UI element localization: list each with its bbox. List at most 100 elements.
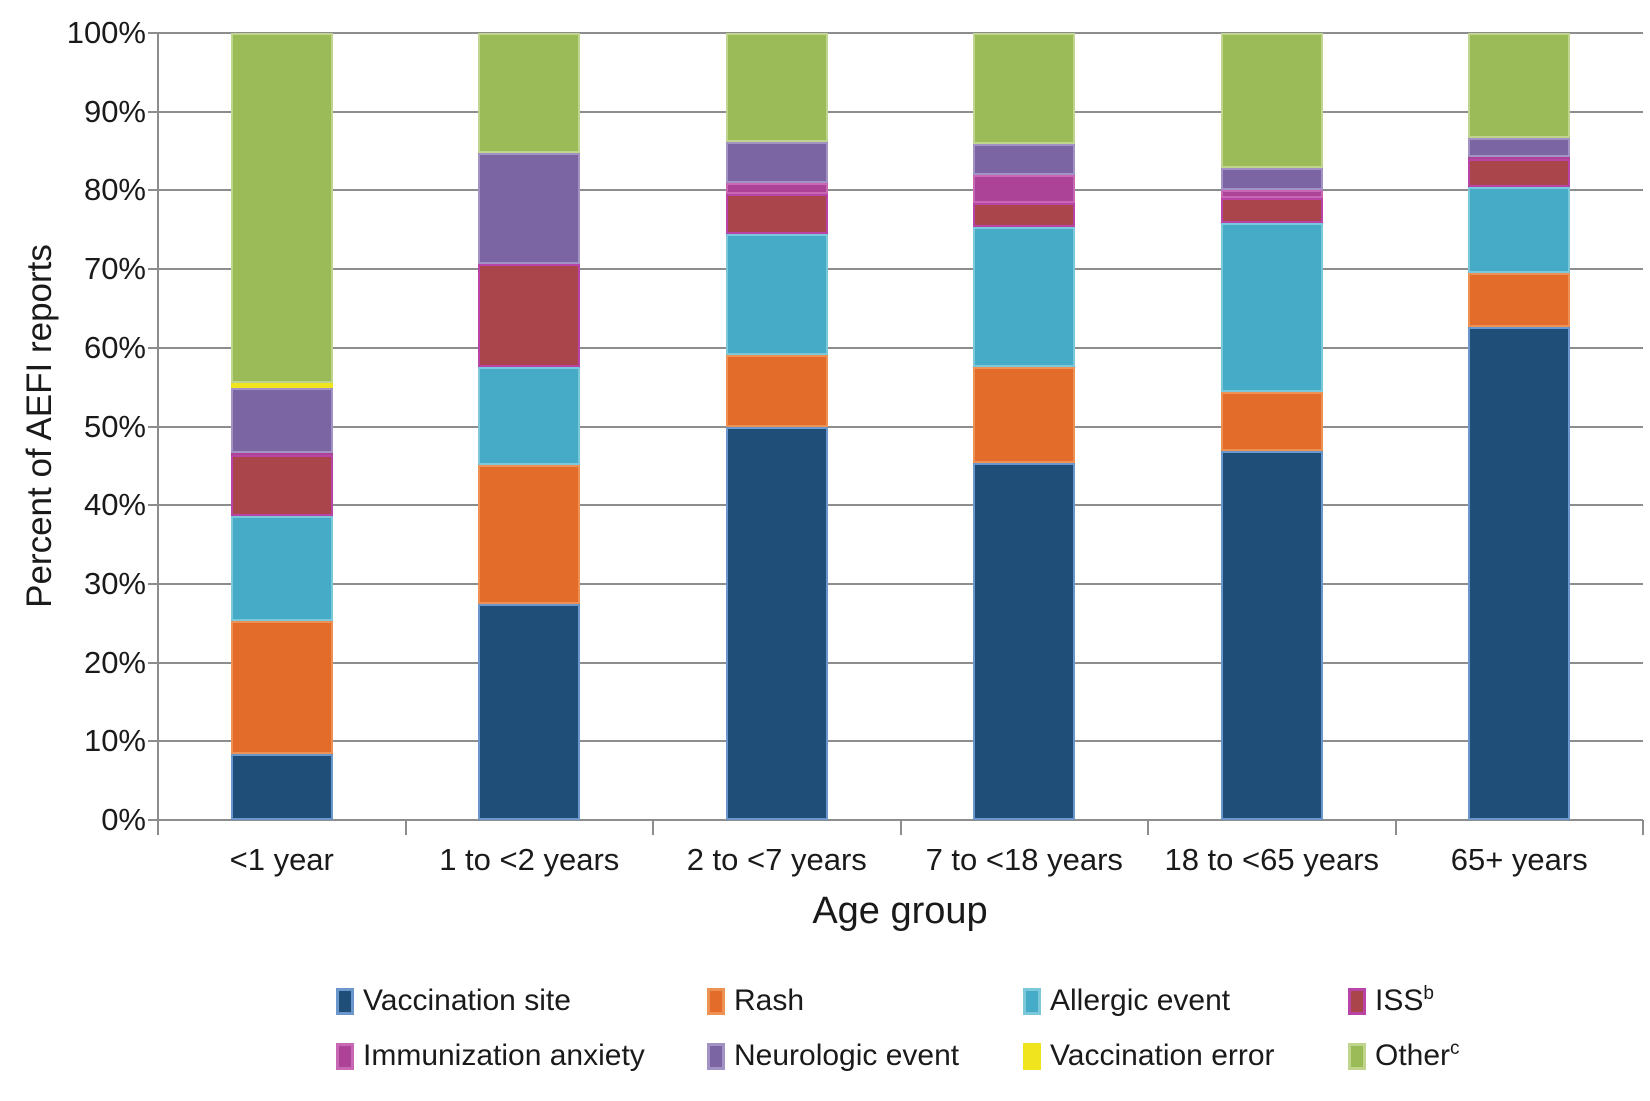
y-axis-tick xyxy=(148,740,158,743)
y-axis-tick xyxy=(148,661,158,664)
gridline xyxy=(158,32,1643,34)
bar-segment-iss xyxy=(725,194,828,234)
bar-segment-neurologic-event xyxy=(973,143,1076,175)
y-tick-label: 20% xyxy=(83,644,146,680)
bar-segment-iss xyxy=(1220,198,1323,224)
bar-segment-vaccination-site xyxy=(1468,326,1571,820)
y-axis-tick xyxy=(148,504,158,507)
legend-swatch-vaccination-site-icon xyxy=(336,987,354,1015)
gridline xyxy=(158,268,1643,271)
legend-swatch-immunization-anxiety-icon xyxy=(336,1042,354,1070)
bar-segment-immunization-anxiety xyxy=(725,182,828,195)
bar-segment-immunization-anxiety xyxy=(230,453,333,455)
legend-item-rash: Rash xyxy=(707,984,804,1018)
bar-segment-vaccination-site xyxy=(1220,450,1323,820)
y-tick-label: 70% xyxy=(83,251,146,287)
legend-swatch-allergic-event-icon xyxy=(1023,987,1041,1015)
legend-label: Neurologic event xyxy=(734,1039,960,1072)
gridline xyxy=(158,346,1643,349)
bar-segment-neurologic-event xyxy=(1468,137,1571,157)
bar-segment-rash xyxy=(973,367,1076,463)
gridline xyxy=(158,189,1643,192)
y-axis-tick xyxy=(148,819,158,821)
legend-swatch-neurologic-event-icon xyxy=(707,1042,725,1070)
legend-item-immunization-anxiety: Immunization anxiety xyxy=(336,1039,645,1073)
bar-segment-vaccination-site xyxy=(478,603,581,820)
bar-segment-neurologic-event xyxy=(230,387,333,454)
bar-segment-iss xyxy=(478,263,581,368)
bar-segment-rash xyxy=(478,465,581,604)
x-tick-label: 18 to <65 years xyxy=(1164,842,1380,877)
y-axis-line xyxy=(157,33,159,820)
y-axis-tick xyxy=(148,110,158,113)
y-tick-label: 90% xyxy=(83,93,146,129)
bar-segment-immunization-anxiety xyxy=(973,174,1076,203)
y-axis-tick xyxy=(148,346,158,349)
y-axis-tick xyxy=(148,582,158,585)
legend-label: ISSb xyxy=(1375,983,1434,1017)
bar-segment-neurologic-event xyxy=(1220,167,1323,190)
gridline xyxy=(158,425,1643,428)
y-tick-label: 30% xyxy=(83,565,146,601)
bar-segment-other xyxy=(478,33,581,153)
legend-item-other: Otherc xyxy=(1348,1039,1460,1073)
x-axis-tick xyxy=(652,820,654,835)
x-tick-label: 7 to <18 years xyxy=(925,842,1123,877)
bar-segment-other xyxy=(725,33,828,143)
x-axis-tick xyxy=(1394,820,1397,835)
bar-segment-iss xyxy=(1468,158,1571,188)
y-axis-tick xyxy=(148,425,158,428)
legend-swatch-iss-icon xyxy=(1348,987,1366,1015)
x-axis-tick xyxy=(1147,820,1149,835)
legend-label: Rash xyxy=(734,984,805,1017)
bar-segment-rash xyxy=(1468,273,1571,327)
x-axis-tick xyxy=(1642,820,1644,835)
x-axis-tick xyxy=(899,820,902,835)
legend-swatch-rash-icon xyxy=(707,987,725,1015)
y-tick-label: 10% xyxy=(83,723,146,759)
legend-item-vaccination-site: Vaccination site xyxy=(336,984,571,1018)
bar-segment-immunization-anxiety xyxy=(1468,156,1571,159)
x-tick-label: 1 to <2 years xyxy=(439,842,620,877)
gridline xyxy=(158,740,1643,743)
x-tick-label: 2 to <7 years xyxy=(686,842,867,877)
legend-swatch-other-icon xyxy=(1348,1042,1366,1070)
gridline xyxy=(158,110,1643,113)
y-tick-label: 40% xyxy=(83,487,146,523)
legend-swatch-vaccination-error-icon xyxy=(1023,1042,1041,1070)
bar-segment-iss xyxy=(230,454,333,517)
legend-label: Vaccination error xyxy=(1050,1039,1275,1072)
y-axis-tick xyxy=(148,32,158,34)
bar-segment-allergic-event xyxy=(973,227,1076,368)
legend-item-allergic-event: Allergic event xyxy=(1023,984,1230,1018)
bar-segment-neurologic-event xyxy=(478,152,581,264)
bar-segment-immunization-anxiety xyxy=(1220,189,1323,199)
y-tick-label: 80% xyxy=(83,172,146,208)
y-tick-label: 60% xyxy=(83,329,146,365)
gridline xyxy=(158,661,1643,664)
legend-item-neurologic-event: Neurologic event xyxy=(707,1039,959,1073)
legend-label: Otherc xyxy=(1375,1038,1460,1072)
bar-segment-other xyxy=(1468,33,1571,138)
x-axis-tick xyxy=(404,820,407,835)
x-tick-label: 65+ years xyxy=(1450,842,1588,877)
y-tick-label: 100% xyxy=(66,15,146,50)
y-axis-tick xyxy=(148,189,158,192)
bar-segment-allergic-event xyxy=(1220,223,1323,392)
bar-segment-neurologic-event xyxy=(725,142,828,183)
x-tick-label: <1 year xyxy=(229,842,334,877)
y-axis-tick xyxy=(148,268,158,271)
bar-segment-vaccination-site xyxy=(973,462,1076,820)
bar-segment-vaccination-site xyxy=(230,753,333,820)
bar-segment-vaccination-site xyxy=(725,427,828,820)
legend-item-vaccination-error: Vaccination error xyxy=(1023,1039,1275,1073)
legend-label: Vaccination site xyxy=(363,984,571,1017)
gridline xyxy=(158,582,1643,585)
y-tick-label: 50% xyxy=(83,408,146,444)
bar-segment-vaccination-error xyxy=(230,383,333,388)
legend-label: Allergic event xyxy=(1050,984,1231,1017)
bar-segment-allergic-event xyxy=(230,516,333,621)
bar-segment-other xyxy=(230,33,333,384)
bar-segment-rash xyxy=(1220,391,1323,451)
